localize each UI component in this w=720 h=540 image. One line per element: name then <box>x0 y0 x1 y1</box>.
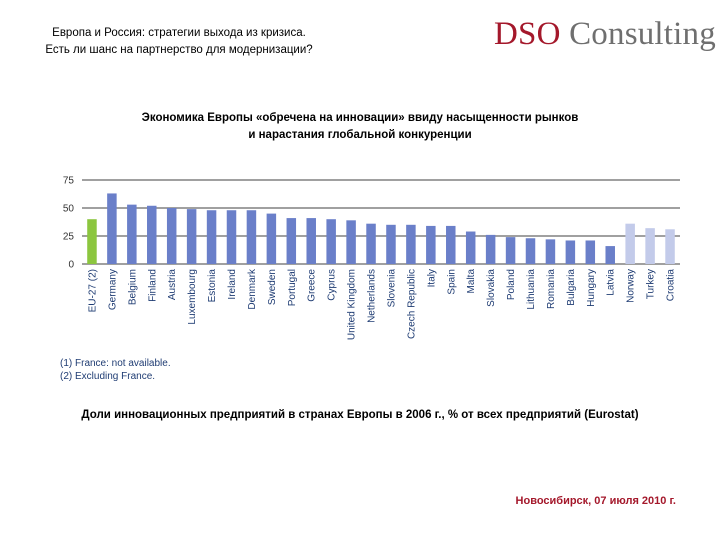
bar <box>525 238 536 264</box>
subtitle-line-1: Экономика Европы «обречена на инновации»… <box>141 112 579 124</box>
chart-caption: Доли инновационных предприятий в странах… <box>81 409 639 421</box>
logo-dso: DSO <box>494 16 561 52</box>
x-tick-label: Norway <box>626 269 637 303</box>
bar <box>326 219 336 264</box>
x-tick-label: Poland <box>506 269 517 300</box>
x-tick-label: Luxembourg <box>187 269 198 325</box>
x-tick-label: Romania <box>546 269 557 309</box>
bar <box>426 225 436 264</box>
x-tick-label: Finland <box>147 269 158 302</box>
x-tick-label: Denmark <box>247 268 258 310</box>
bar <box>186 209 197 264</box>
x-tick-label: Spain <box>446 269 457 295</box>
x-tick-label: Slovenia <box>386 269 397 308</box>
x-tick-label: Netherlands <box>367 269 378 323</box>
bar <box>465 231 476 264</box>
header-line-1: Европа и Россия: стратегии выхода из кри… <box>52 27 306 39</box>
bar <box>505 237 516 264</box>
x-tick-label: Belgium <box>127 269 138 305</box>
x-tick-label: Cyprus <box>327 269 338 301</box>
bar <box>585 240 596 264</box>
bar <box>565 240 576 264</box>
dso-consulting-logo: DSO Consulting <box>494 16 716 53</box>
x-tick-label: Malta <box>466 269 477 294</box>
x-tick-label: Portugal <box>287 269 298 306</box>
bar <box>206 210 217 264</box>
x-tick-label: Bulgaria <box>566 269 577 306</box>
bar <box>127 204 137 264</box>
bar <box>485 234 496 264</box>
y-tick-label: 50 <box>63 204 75 215</box>
x-tick-label: Greece <box>307 269 318 302</box>
innovation-bar-chart: 0 25 50 75 EU-27 (2) Germany Belgium Finland Aus… <box>63 176 680 340</box>
bar <box>545 239 556 264</box>
x-tick-label: Estonia <box>207 269 218 303</box>
x-tick-label: Slovakia <box>486 269 497 307</box>
chart-note-1: (1) France: not available. <box>60 358 171 369</box>
bar <box>386 224 396 264</box>
x-tick-label: Turkey <box>646 269 657 299</box>
x-tick-label: Croatia <box>666 269 677 302</box>
bar <box>147 205 157 264</box>
bar <box>107 193 117 264</box>
slide-subtitle: Экономика Европы «обречена на инновации»… <box>40 110 680 144</box>
header-line-2: Есть ли шанс на партнерство для модерниз… <box>45 44 313 56</box>
bar <box>246 210 257 264</box>
subtitle-line-2: и нарастания глобальной конкуренции <box>248 129 472 141</box>
x-tick-label: Sweden <box>267 269 278 305</box>
x-tick-label: Hungary <box>586 269 597 307</box>
x-tick-label: EU-27 (2) <box>87 269 98 312</box>
x-tick-label: Latvia <box>606 269 617 296</box>
chart-note-2: (2) Excluding France. <box>60 371 156 382</box>
bar <box>625 223 635 264</box>
y-tick-label: 25 <box>63 232 75 243</box>
bar <box>166 208 177 264</box>
x-tick-label: Italy <box>426 269 437 287</box>
y-tick-label: 0 <box>68 260 74 271</box>
y-tick-label: 75 <box>63 176 75 187</box>
bar <box>226 210 237 264</box>
footer-date: Новосибирск, 07 июля 2010 г. <box>515 495 676 507</box>
bar <box>406 224 416 264</box>
bar <box>87 219 97 264</box>
bar <box>665 229 675 264</box>
bar <box>266 213 277 264</box>
bar <box>306 218 316 264</box>
bar <box>366 223 376 264</box>
x-tick-label: Czech Republic <box>406 269 417 339</box>
x-tick-label: Ireland <box>227 269 238 300</box>
x-tick-label: Austria <box>167 269 178 301</box>
bar <box>286 218 297 264</box>
bar <box>446 225 456 264</box>
x-tick-label: Lithuania <box>526 269 537 310</box>
bar <box>645 228 655 264</box>
bar <box>605 246 615 264</box>
bar <box>346 220 356 264</box>
x-tick-label: United Kingdom <box>347 269 358 340</box>
logo-consulting: Consulting <box>569 16 716 52</box>
presentation-header: Европа и Россия: стратегии выхода из кри… <box>14 25 344 59</box>
x-tick-label: Germany <box>107 269 118 310</box>
